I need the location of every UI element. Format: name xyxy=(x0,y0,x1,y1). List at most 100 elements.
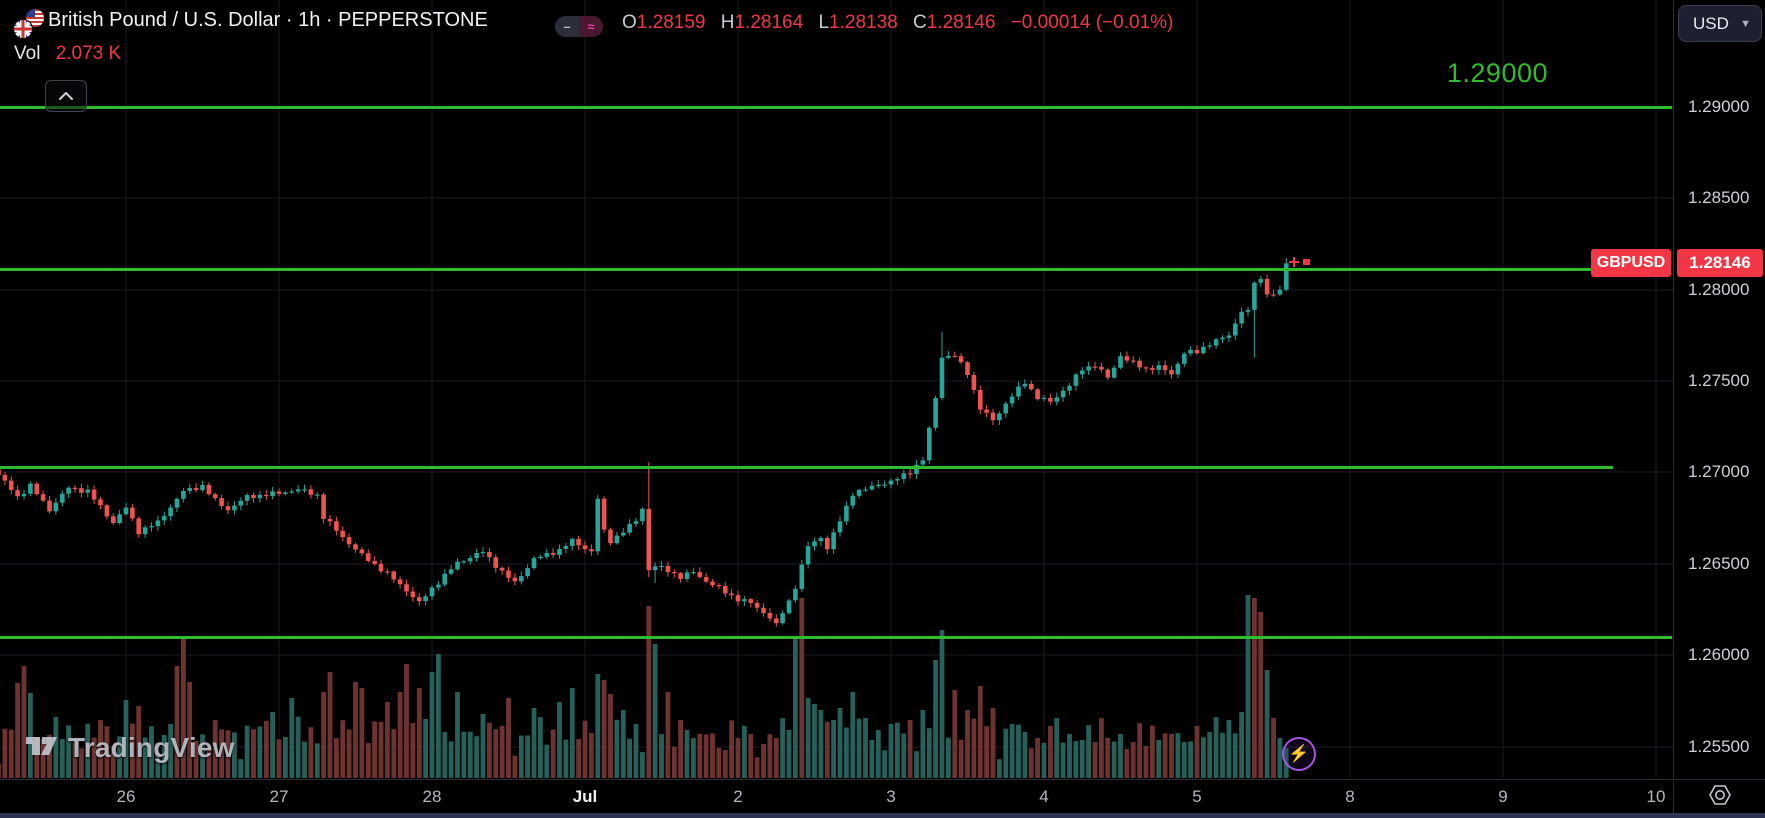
approx-icon[interactable]: ≈ xyxy=(579,16,603,37)
volume-bar xyxy=(161,735,167,778)
candle xyxy=(1105,369,1111,378)
symbol-price-chip[interactable]: GBPUSD xyxy=(1591,249,1671,277)
candle xyxy=(965,362,970,375)
support-resistance-line[interactable] xyxy=(0,268,1591,272)
candle xyxy=(98,499,103,506)
settings-hexagon-icon xyxy=(1707,783,1733,812)
price-tick-label: 1.27500 xyxy=(1688,371,1750,390)
candle xyxy=(761,607,766,613)
volume-bar xyxy=(1086,725,1091,778)
last-bar-plus-marker[interactable] xyxy=(1289,256,1311,268)
support-resistance-line[interactable] xyxy=(0,105,1672,109)
candle xyxy=(155,520,161,527)
volume-bar xyxy=(1245,595,1251,778)
volume-bar xyxy=(901,733,907,778)
low-label: L xyxy=(818,12,830,33)
candle xyxy=(493,557,498,568)
candle xyxy=(1169,370,1174,375)
candle xyxy=(283,492,288,494)
volume-bar xyxy=(244,725,250,778)
candle xyxy=(640,508,645,522)
volume-bar xyxy=(40,738,46,778)
candle xyxy=(723,586,728,594)
candle xyxy=(799,564,805,589)
volume-bar xyxy=(1194,726,1200,778)
volume-bar xyxy=(91,737,97,778)
gbp-usd-flags-icon xyxy=(12,8,46,40)
candle xyxy=(28,483,33,494)
volume-bar xyxy=(1226,720,1232,778)
candle xyxy=(130,507,135,519)
candle xyxy=(1207,345,1213,347)
minimize-icon[interactable]: – xyxy=(555,16,579,37)
candle xyxy=(353,544,358,550)
bottom-accent-bar xyxy=(0,813,1765,818)
volume-bar xyxy=(79,748,84,778)
candle xyxy=(117,514,122,524)
candle xyxy=(958,356,964,363)
price-axis[interactable]: USD ▼ 1.29000 1.28500 1.28000 1.27500 1.2700… xyxy=(1673,0,1765,778)
volume-bar xyxy=(448,741,454,778)
candle xyxy=(314,494,320,496)
axis-settings-corner[interactable] xyxy=(1673,779,1765,814)
candle xyxy=(1080,370,1085,375)
candle xyxy=(691,572,696,574)
volume-bar xyxy=(429,672,435,778)
candle xyxy=(181,491,186,499)
candle xyxy=(1137,360,1142,368)
candle xyxy=(608,529,613,544)
volume-bar xyxy=(155,753,161,778)
candle xyxy=(295,489,301,492)
collapse-pane-button[interactable] xyxy=(45,80,87,112)
candle xyxy=(1118,356,1123,368)
volume-bar xyxy=(1258,612,1264,778)
volume-bar xyxy=(965,710,970,778)
candlestick-chart[interactable] xyxy=(0,0,1673,778)
candle xyxy=(697,572,703,578)
volume-bar xyxy=(958,739,964,778)
volume-bar xyxy=(742,725,747,778)
volume-bar xyxy=(499,725,505,778)
instant-trading-button[interactable]: ⚡ xyxy=(1282,737,1316,771)
volume-bar xyxy=(1022,732,1028,778)
volume-bar xyxy=(1277,738,1283,778)
candle xyxy=(672,572,677,574)
time-tick-label: 27 xyxy=(269,787,289,806)
candle xyxy=(1271,294,1276,296)
currency-value: USD xyxy=(1693,13,1729,33)
support-resistance-line[interactable] xyxy=(0,465,1613,469)
candle xyxy=(1048,397,1053,402)
volume-bar xyxy=(793,638,798,778)
currency-dropdown[interactable]: USD ▼ xyxy=(1678,5,1762,42)
legend-toggle-pill[interactable]: – ≈ xyxy=(555,16,603,37)
symbol-title[interactable]: British Pound / U.S. Dollar · 1h · PEPPE… xyxy=(48,9,488,31)
volume-bar xyxy=(512,755,518,778)
volume-bar xyxy=(920,710,926,778)
price-tick-label: 1.28000 xyxy=(1688,280,1750,299)
volume-bar xyxy=(939,630,945,778)
volume-bar xyxy=(1073,741,1079,778)
chart-pane[interactable]: British Pound / U.S. Dollar · 1h · PEPPE… xyxy=(0,0,1673,778)
candle xyxy=(212,494,218,499)
candle xyxy=(748,599,754,603)
candle xyxy=(793,588,798,601)
candle xyxy=(563,546,569,549)
volume-bar xyxy=(461,731,467,778)
volume-bar xyxy=(1067,734,1072,778)
candle xyxy=(933,398,938,428)
watermark-text: TradingView xyxy=(68,731,235,763)
support-resistance-line[interactable] xyxy=(0,635,1672,639)
level-price-label[interactable]: 1.29000 xyxy=(1446,58,1548,88)
last-price-badge[interactable]: 1.28146 xyxy=(1677,249,1763,277)
candle xyxy=(684,572,690,579)
volume-bar xyxy=(0,764,1,778)
candle xyxy=(659,565,664,568)
time-axis[interactable]: 26 27 28 Jul 2 3 4 5 8 9 10 xyxy=(0,779,1673,814)
candle xyxy=(244,494,250,501)
candle xyxy=(729,593,734,596)
volume-bar xyxy=(863,718,868,778)
candle xyxy=(990,412,996,421)
volume-bar xyxy=(391,729,397,778)
volume-bar xyxy=(799,598,805,778)
candle xyxy=(232,505,237,511)
